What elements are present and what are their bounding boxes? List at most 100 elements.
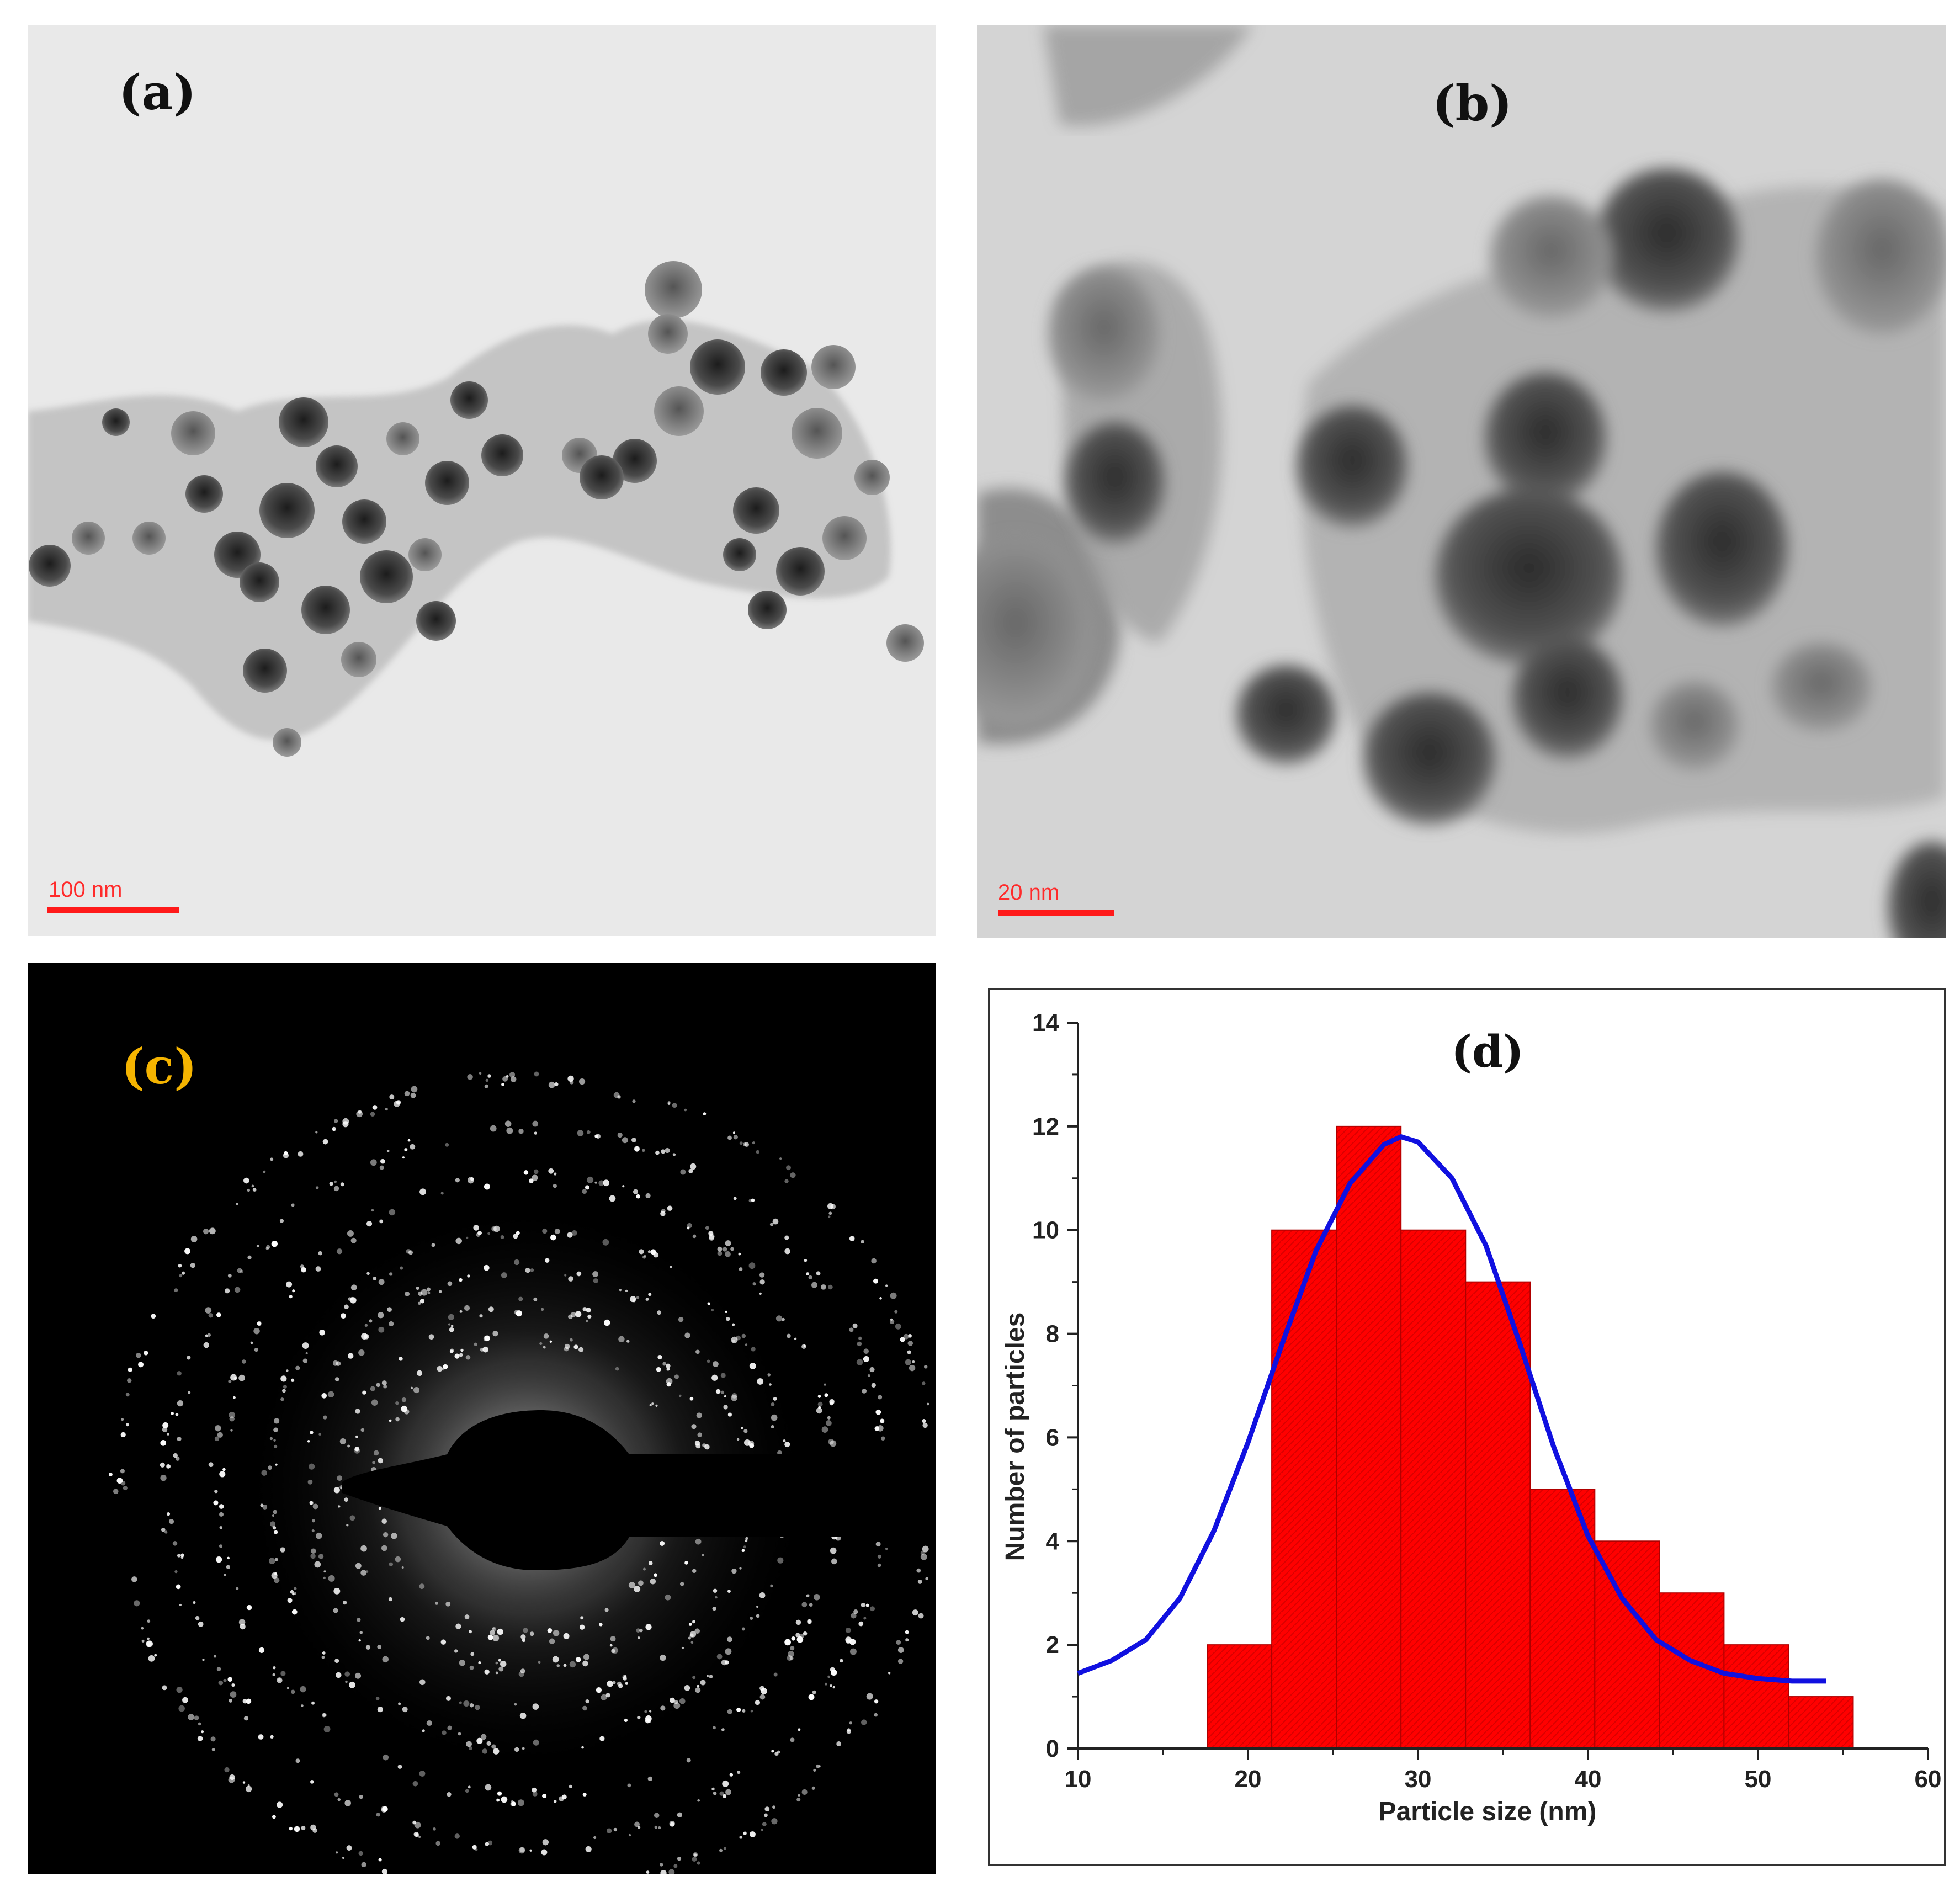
diffraction-spot	[334, 1180, 337, 1183]
diffraction-spot	[361, 1862, 366, 1867]
diffraction-spot	[395, 1556, 401, 1563]
diffraction-spot	[123, 1486, 128, 1491]
diffraction-spot	[310, 1431, 314, 1434]
diffraction-spot	[583, 1654, 590, 1660]
diffraction-spot	[642, 1567, 646, 1571]
panel-b-label: (b)	[1432, 75, 1512, 132]
diffraction-spot	[450, 1325, 454, 1327]
diffraction-spot	[307, 1440, 310, 1443]
diffraction-spot	[853, 1609, 858, 1614]
diffraction-spot	[257, 1321, 262, 1326]
diffraction-spot	[647, 1250, 651, 1253]
diffraction-spot	[764, 1806, 770, 1812]
diffraction-spot	[784, 1235, 789, 1240]
diffraction-spot	[586, 1308, 591, 1313]
diffraction-spot	[229, 1416, 235, 1422]
diffraction-spot	[530, 1268, 534, 1272]
diffraction-spot	[716, 1654, 723, 1660]
diffraction-spot	[553, 1183, 557, 1188]
diffraction-spot	[725, 1310, 727, 1314]
diffraction-spot	[818, 1406, 821, 1409]
diffraction-spot	[662, 1362, 667, 1366]
diffraction-spot	[771, 1425, 774, 1429]
diffraction-spot	[493, 1748, 500, 1755]
diffraction-spot	[287, 1598, 293, 1603]
diffraction-spot	[636, 1296, 640, 1299]
diffraction-spot	[492, 1330, 498, 1337]
diffraction-spot	[493, 1225, 500, 1232]
diffraction-spot	[609, 1644, 613, 1647]
diffraction-spot	[581, 1746, 584, 1749]
diffraction-spot	[772, 1218, 779, 1225]
diffraction-spot	[523, 1170, 529, 1175]
diffraction-spot	[151, 1314, 156, 1319]
diffraction-spot	[725, 1251, 731, 1257]
diffraction-spot	[337, 1798, 341, 1801]
diffraction-spot	[908, 1334, 912, 1338]
diffraction-spot	[311, 1529, 315, 1533]
y-tick-label: 14	[1032, 1009, 1059, 1037]
diffraction-spot	[687, 1226, 690, 1230]
diffraction-spot	[631, 1138, 636, 1142]
diffraction-spot	[750, 1831, 756, 1837]
diffraction-spot	[829, 1399, 835, 1405]
diffraction-spot	[485, 1078, 489, 1082]
diffraction-spot	[442, 1368, 445, 1371]
diffraction-spot	[271, 1240, 278, 1247]
diffraction-spot	[238, 1619, 246, 1625]
diffraction-spot	[476, 1737, 483, 1744]
diffraction-spot	[550, 1234, 556, 1241]
diffraction-spot	[542, 1793, 547, 1799]
diffraction-spot	[680, 1169, 686, 1175]
diffraction-spot	[694, 1628, 700, 1634]
diffraction-spot	[428, 1334, 434, 1340]
x-tick-label: 30	[1405, 1766, 1432, 1793]
diffraction-spot	[116, 1478, 123, 1484]
diffraction-spot	[286, 1369, 289, 1372]
diffraction-spot	[395, 1401, 399, 1405]
diffraction-spot	[643, 1255, 646, 1258]
diffraction-spot	[383, 1809, 386, 1812]
diffraction-spot	[636, 1194, 640, 1199]
diffraction-spot	[742, 1709, 746, 1713]
diffraction-spot	[344, 1497, 349, 1502]
diffraction-spot	[349, 1681, 355, 1688]
diffraction-spot	[404, 1148, 408, 1152]
diffraction-spot	[733, 1135, 738, 1140]
histogram-bar	[1400, 1229, 1467, 1749]
diffraction-spot	[378, 1858, 382, 1862]
diffraction-spot	[147, 1637, 150, 1640]
diffraction-spot	[704, 1444, 710, 1450]
diffraction-spot	[497, 1628, 503, 1635]
diffraction-spot	[426, 1287, 431, 1292]
diffraction-spot	[602, 1239, 609, 1246]
diffraction-spot	[500, 1661, 507, 1667]
diffraction-spot	[272, 1514, 275, 1517]
diffraction-spot	[862, 1389, 867, 1394]
diffraction-spot	[585, 1699, 589, 1704]
diffraction-spot	[447, 1725, 452, 1730]
diffraction-spot	[298, 1151, 304, 1157]
diffraction-spot	[806, 1272, 810, 1276]
diffraction-spot	[289, 1826, 293, 1831]
diffraction-spot	[372, 1461, 375, 1464]
diffraction-spot	[184, 1248, 191, 1255]
diffraction-spot	[845, 1636, 852, 1643]
diffraction-spot	[210, 1736, 216, 1742]
diffraction-spot	[253, 1327, 260, 1335]
diffraction-spot	[419, 1188, 426, 1195]
diffraction-spot	[863, 1348, 869, 1354]
diffraction-spot	[667, 1102, 671, 1106]
diffraction-spot	[875, 1409, 881, 1415]
diffraction-spot	[402, 1156, 405, 1159]
diffraction-spot	[490, 1125, 497, 1132]
diffraction-spot	[711, 1787, 715, 1791]
diffraction-spot	[360, 1428, 365, 1432]
diffraction-spot	[895, 1323, 901, 1330]
diffraction-spot	[274, 1558, 278, 1561]
diffraction-spot	[790, 1646, 795, 1651]
diffraction-spot	[469, 1665, 474, 1670]
diffraction-spot	[759, 1292, 762, 1295]
diffraction-spot	[381, 1380, 387, 1386]
diffraction-spot	[198, 1621, 204, 1627]
